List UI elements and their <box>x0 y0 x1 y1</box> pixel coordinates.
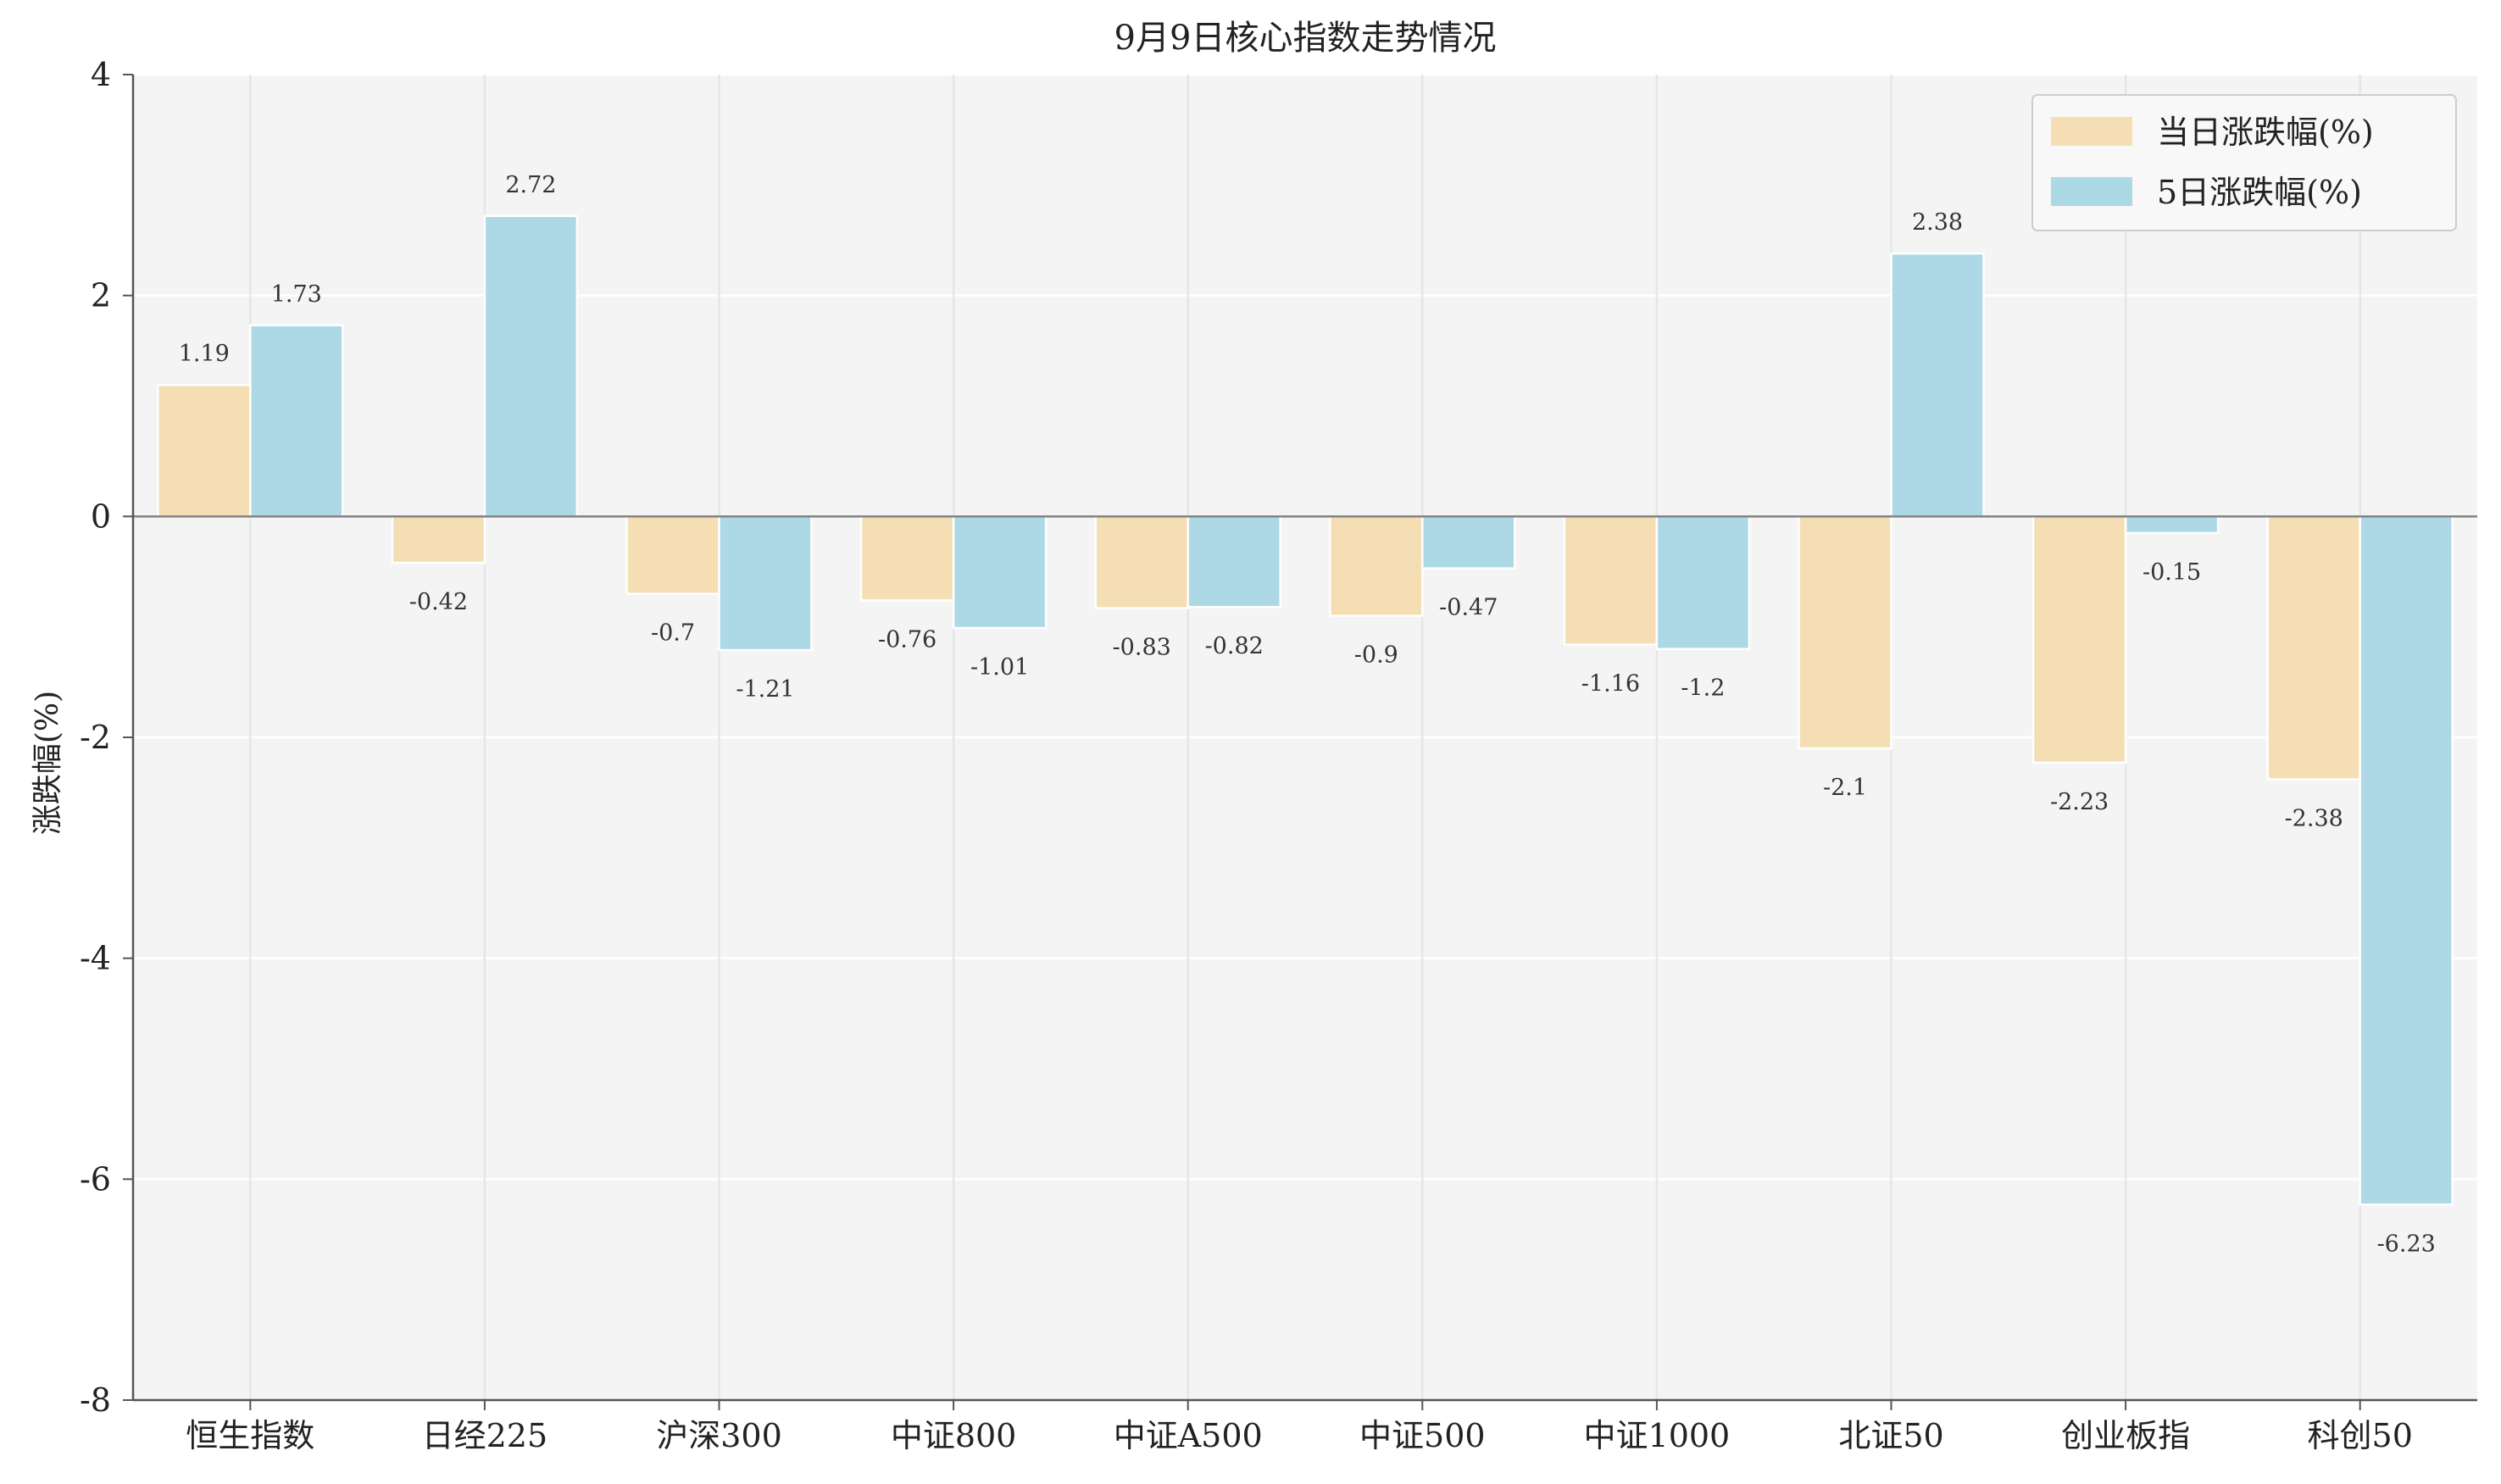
x-tick-label: 中证1000 <box>1584 1417 1731 1454</box>
y-tick-label: -8 <box>80 1381 111 1419</box>
bar-daily <box>2266 515 2361 781</box>
bar-5day <box>952 515 1048 630</box>
bar-5day <box>1890 252 1985 518</box>
y-axis-label: 涨跌幅(%) <box>31 691 65 835</box>
legend-swatch-5day <box>2051 177 2132 206</box>
x-tick-label: 中证A500 <box>1114 1417 1263 1454</box>
bar-5day <box>2124 515 2220 535</box>
bar-5day <box>1421 515 1516 570</box>
x-tick-label: 创业板指 <box>2061 1417 2190 1454</box>
y-tick-label: 4 <box>91 56 111 93</box>
data-label-5day: -6.23 <box>2377 1231 2436 1257</box>
x-tick-label: 恒生指数 <box>186 1417 314 1454</box>
bar-5day <box>2359 515 2454 1206</box>
data-label-daily: -0.9 <box>1354 642 1398 669</box>
data-label-5day: 1.73 <box>271 281 322 308</box>
bar-daily <box>1563 515 1659 646</box>
data-label-daily: 1.19 <box>179 341 230 367</box>
legend-label-daily: 当日涨跌幅(%) <box>2157 114 2374 151</box>
data-label-5day: -0.82 <box>1205 633 1264 659</box>
bar-5day <box>1187 515 1281 609</box>
x-tick-label: 北证50 <box>1838 1417 1943 1454</box>
x-tick-label: 中证800 <box>891 1417 1017 1454</box>
x-tick-label: 沪深300 <box>656 1417 782 1454</box>
tick-labels: -8 -6 -4 -2 0 2 4 恒生指数 日经225 沪深300 中证800 中证A500 中证50… <box>80 56 2413 1454</box>
bar-5day <box>718 515 813 652</box>
axes <box>123 74 2477 1410</box>
data-label-daily: -1.16 <box>1581 671 1640 698</box>
data-label-daily: -0.76 <box>878 626 936 653</box>
data-label-daily: -2.38 <box>2285 806 2343 832</box>
data-label-5day: -1.01 <box>970 654 1029 681</box>
data-label-daily: -0.83 <box>1113 635 1171 661</box>
data-label-5day: 2.38 <box>1912 209 1963 236</box>
data-label-daily: -0.42 <box>409 589 468 615</box>
bar-daily <box>1094 515 1189 609</box>
legend-box <box>2031 94 2457 231</box>
y-tick-label: -6 <box>80 1160 111 1198</box>
bars <box>157 214 2454 1206</box>
bar-daily <box>391 515 486 564</box>
data-label-5day: -0.47 <box>1439 595 1498 621</box>
y-tick-label: -2 <box>80 719 111 756</box>
data-label-5day: 2.72 <box>505 172 556 198</box>
data-label-daily: -2.1 <box>1823 775 1867 801</box>
data-label-daily: -2.23 <box>2050 789 2109 815</box>
data-label-5day: -0.15 <box>2143 559 2201 586</box>
bar-daily <box>859 515 955 602</box>
x-tick-label: 中证500 <box>1359 1417 1486 1454</box>
data-label-5day: -1.2 <box>1681 675 1725 702</box>
bar-daily <box>1329 515 1424 617</box>
chart-title: 9月9日核心指数走势情况 <box>1114 19 1497 58</box>
bar-daily <box>625 515 720 595</box>
bar-5day <box>483 214 579 518</box>
data-label-daily: -0.7 <box>651 620 695 647</box>
x-tick-label: 科创50 <box>2308 1417 2413 1454</box>
bar-daily <box>2031 515 2127 764</box>
y-tick-label: -4 <box>80 940 111 977</box>
y-tick-label: 0 <box>91 497 111 535</box>
y-tick-label: 2 <box>91 277 111 314</box>
x-tick-label: 日经225 <box>422 1417 548 1454</box>
data-label-5day: -1.21 <box>736 676 794 703</box>
legend: 当日涨跌幅(%) 5日涨跌幅(%) <box>2031 94 2457 231</box>
bar-5day <box>249 324 344 518</box>
bar-daily <box>1798 515 1892 750</box>
bar-5day <box>1655 515 1751 650</box>
bar-daily <box>157 383 252 518</box>
legend-label-5day: 5日涨跌幅(%) <box>2157 174 2362 211</box>
data-labels: 1.19 1.73 -0.42 2.72 -0.7 -1.21 -0.76 -1.01 -0.8… <box>179 172 2436 1257</box>
legend-swatch-daily <box>2051 117 2132 146</box>
